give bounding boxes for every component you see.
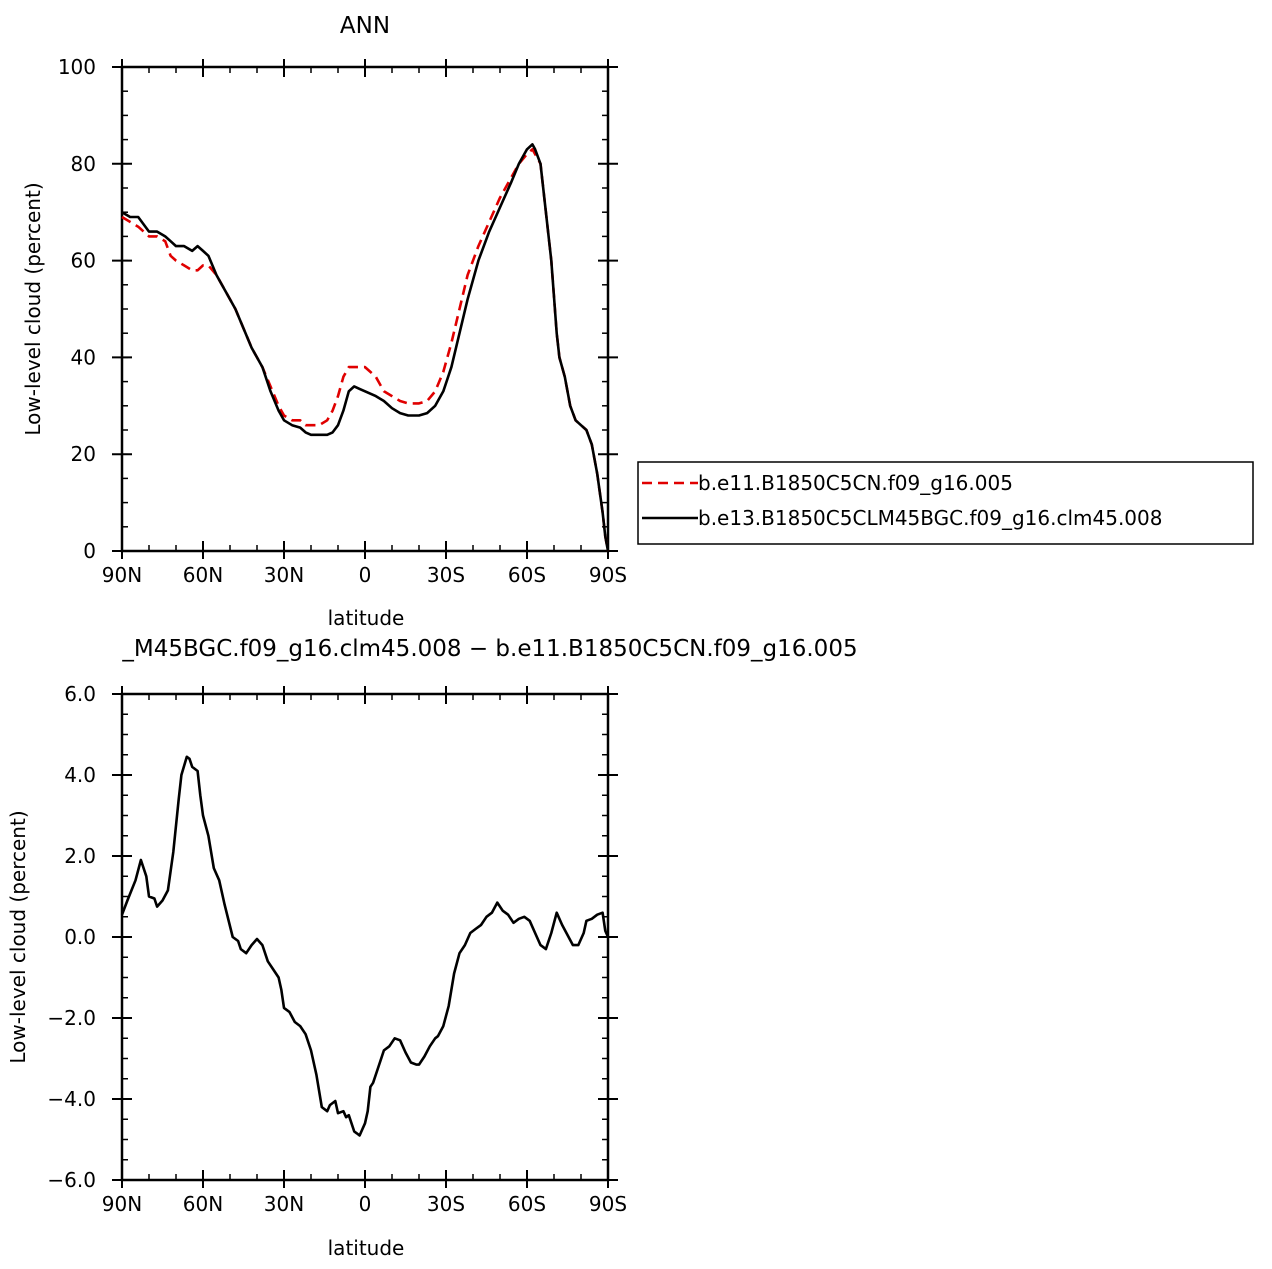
- y-axis-title: Low-level cloud (percent): [6, 810, 30, 1063]
- x-tick-label: 30S: [427, 563, 465, 587]
- series-line-1: [120, 755, 610, 1137]
- x-tick-label: 60N: [183, 1192, 223, 1216]
- x-axis-title: latitude: [328, 606, 405, 630]
- chart-title: ANN: [340, 13, 390, 39]
- x-axis-title: latitude: [328, 1236, 405, 1260]
- y-tick-label: 100: [58, 55, 96, 79]
- x-tick-label: 60S: [508, 1192, 546, 1216]
- series-line-1: [121, 148, 610, 552]
- legend-box: [637, 461, 1254, 545]
- y-tick-label: 80: [71, 152, 96, 176]
- plot-frame: [120, 692, 610, 1182]
- y-tick-label: −2.0: [47, 1006, 96, 1030]
- y-tick-label: 6.0: [64, 682, 96, 706]
- x-tick-label: 0: [359, 1192, 372, 1216]
- x-tick-label: 90N: [102, 1192, 142, 1216]
- x-tick-label: 90N: [102, 563, 142, 587]
- y-tick-label: 0.0: [64, 925, 96, 949]
- y-tick-label: −6.0: [47, 1168, 96, 1192]
- x-tick-label: 90S: [589, 1192, 627, 1216]
- y-tick-label: 0: [83, 539, 96, 563]
- chart-panel-1: ANN 90N 60N 30N 0 30S 60S 90S 0 20 40 60 80 100 latitu…: [21, 13, 1254, 630]
- x-tick-label: 30S: [427, 1192, 465, 1216]
- legend: b.e11.B1850C5CN.f09_g16.005 b.e13.B1850C5…: [637, 461, 1254, 545]
- y-tick-label: 20: [71, 442, 96, 466]
- chart-panel-2: _M45BGC.f09_g16.clm45.008 − b.e11.B1850C…: [6, 636, 858, 1260]
- y-tick-label: 60: [71, 249, 96, 273]
- y-tick-label: 4.0: [64, 763, 96, 787]
- y-tick-label: 2.0: [64, 844, 96, 868]
- legend-label: b.e13.B1850C5CLM45BGC.f09_g16.clm45.008: [698, 506, 1162, 530]
- x-tick-label: 30N: [264, 563, 304, 587]
- series-line-2: [121, 143, 610, 552]
- chart-title: _M45BGC.f09_g16.clm45.008 − b.e11.B1850C…: [121, 636, 857, 662]
- x-tick-label: 0: [359, 563, 372, 587]
- y-tick-label: −4.0: [47, 1087, 96, 1111]
- x-tick-label: 60N: [183, 563, 223, 587]
- x-tick-label: 60S: [508, 563, 546, 587]
- x-tick-label: 90S: [589, 563, 627, 587]
- x-tick-label: 30N: [264, 1192, 304, 1216]
- y-tick-label: 40: [71, 345, 96, 369]
- plot-frame: [120, 65, 610, 553]
- legend-label: b.e11.B1850C5CN.f09_g16.005: [698, 471, 1013, 495]
- y-axis-title: Low-level cloud (percent): [21, 182, 45, 435]
